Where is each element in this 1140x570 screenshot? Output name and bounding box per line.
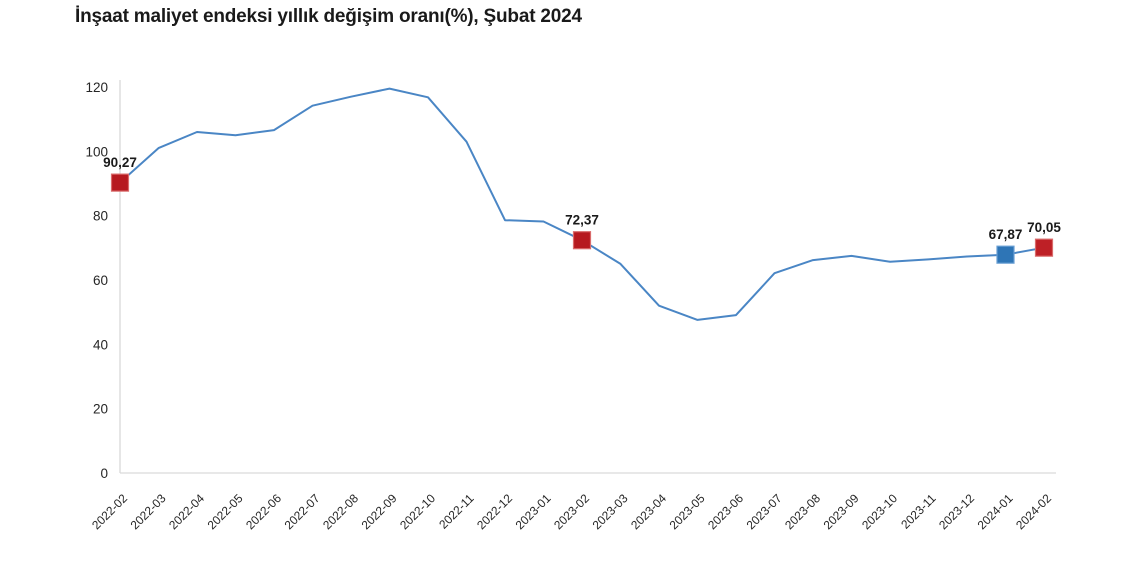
x-axis-tick-label: 2022-07 [282, 491, 323, 532]
y-axis-tick-label: 80 [93, 209, 108, 224]
x-axis-tick-label: 2022-06 [243, 491, 284, 532]
x-axis-tick-label: 2023-08 [782, 491, 823, 532]
x-axis-tick-label: 2022-04 [166, 491, 207, 532]
data-point-marker [1034, 238, 1054, 257]
x-axis-tick-label: 2023-04 [628, 491, 669, 532]
series-line [119, 87, 1045, 321]
x-axis-tick-label: 2023-12 [936, 491, 977, 532]
y-axis-tick-label: 40 [93, 337, 108, 352]
x-axis-tick-label: 2023-05 [667, 491, 708, 532]
x-axis-tick-label: 2024-01 [975, 491, 1016, 532]
y-axis-tick-label: 0 [100, 466, 108, 481]
x-axis-tick-label: 2024-02 [1013, 491, 1054, 532]
chart-title: İnşaat maliyet endeksi yıllık değişim or… [75, 6, 582, 27]
data-point-marker [572, 231, 592, 250]
y-axis-tick-label: 20 [93, 402, 108, 417]
x-axis-tick-label: 2022-08 [320, 491, 361, 532]
data-point-marker [996, 245, 1015, 264]
x-axis-tick-label: 2022-11 [436, 491, 477, 532]
x-axis-tick-label: 2023-10 [859, 491, 900, 532]
x-axis-tick-label: 2022-12 [474, 491, 515, 532]
x-axis-tick-label: 2023-02 [551, 491, 592, 532]
data-point-label: 72,37 [565, 213, 599, 228]
x-axis-tick-label: 2023-06 [705, 491, 746, 532]
x-axis-tick-label: 2023-01 [513, 491, 554, 532]
x-axis-tick-label: 2022-05 [205, 491, 246, 532]
data-point-label: 67,87 [989, 227, 1023, 242]
x-axis-tick-label: 2023-07 [744, 491, 785, 532]
y-axis-tick-label: 120 [85, 80, 108, 95]
data-point-label: 70,05 [1027, 220, 1061, 235]
x-axis-tick-label: 2022-03 [128, 491, 169, 532]
data-point-label: 90,27 [103, 155, 137, 170]
data-point-marker [110, 173, 130, 192]
x-axis-tick-label: 2023-03 [590, 491, 631, 532]
x-axis-tick-label: 2023-09 [821, 491, 862, 532]
y-axis-tick-label: 100 [85, 144, 108, 159]
y-axis-tick-label: 60 [93, 273, 108, 288]
x-axis-tick-label: 2023-11 [898, 491, 939, 532]
x-axis-tick-label: 2022-09 [359, 491, 400, 532]
x-axis-tick-label: 2022-10 [397, 491, 438, 532]
x-axis-tick-label: 2022-02 [89, 491, 130, 532]
